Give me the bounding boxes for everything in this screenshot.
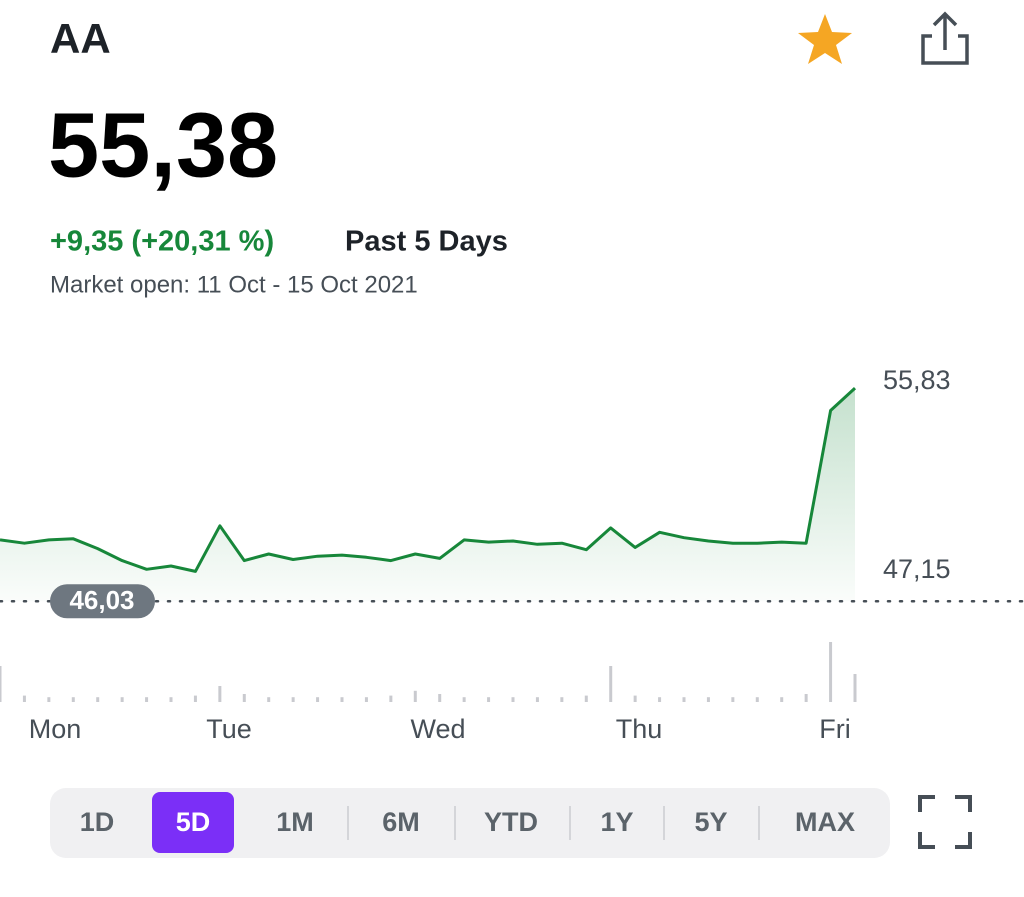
range-label: 1M: [276, 807, 314, 837]
volume-bar: [731, 697, 735, 702]
range-label: 1Y: [600, 807, 633, 837]
share-button[interactable]: [921, 11, 969, 65]
volume-bar: [291, 697, 295, 702]
volume-bar: [47, 697, 51, 702]
volume-bar: [560, 697, 564, 702]
volume-bar: [584, 695, 588, 702]
volume-bar: [316, 697, 320, 702]
volume-bar: [242, 694, 246, 702]
x-tick-label: Fri: [819, 714, 850, 744]
area: [0, 388, 855, 602]
x-tick-label: Mon: [29, 714, 82, 744]
range-label: 6M: [382, 807, 420, 837]
star-icon: [798, 14, 852, 64]
volume-bar: [193, 695, 197, 702]
volume-bar: [364, 697, 368, 702]
y-tick-label: 47,15: [883, 554, 951, 584]
volume-bar: [169, 697, 173, 702]
fullscreen-icon: [918, 795, 972, 849]
volume-bar: [780, 697, 784, 702]
volume-bar: [0, 666, 2, 702]
volume-bar: [535, 697, 539, 702]
range-button[interactable]: 5Y: [694, 807, 727, 837]
range-buttons: 1D 5D 1M 6M YTD 1Y 5Y MAX: [80, 792, 855, 853]
fullscreen-button[interactable]: [918, 795, 972, 849]
volume-bar: [755, 697, 759, 702]
range-button[interactable]: 5D: [152, 792, 234, 853]
volume-bar: [706, 697, 710, 702]
period: Past 5 Days: [345, 226, 508, 258]
price: 55,38: [48, 94, 278, 196]
range-label: MAX: [795, 807, 855, 837]
y-tick-label: 55,83: [883, 365, 951, 395]
volume-bar: [658, 697, 662, 702]
range-button[interactable]: YTD: [484, 807, 538, 837]
range-label: 1D: [80, 807, 115, 837]
plot: 55,83 47,15 46,03 Mon Tue Wed Thu Fri: [0, 365, 1024, 744]
range-selected: [152, 792, 234, 853]
volume-bar: [609, 666, 613, 702]
ticker: AA: [50, 15, 111, 62]
prev-close-label: 46,03: [69, 585, 134, 615]
range-label: YTD: [484, 807, 538, 837]
share-box: [921, 34, 969, 65]
range-label: 5D: [176, 807, 211, 837]
prev-close-pill: [50, 584, 155, 619]
volume-bar: [145, 697, 149, 702]
volume-bar: [438, 694, 442, 702]
volume-bar: [462, 697, 466, 702]
volume-bar: [218, 686, 222, 702]
volume-bar: [804, 694, 808, 702]
volume-bar: [340, 697, 344, 702]
favorite-button[interactable]: [798, 14, 852, 64]
range-button[interactable]: 6M: [382, 807, 420, 837]
market-status: Market open: 11 Oct - 15 Oct 2021: [50, 271, 418, 298]
volume-bar: [853, 674, 857, 702]
range-button[interactable]: MAX: [795, 807, 855, 837]
range-bar: [50, 788, 890, 858]
x-tick-label: Tue: [206, 714, 252, 744]
range-button[interactable]: 1Y: [600, 807, 633, 837]
x-tick-label: Wed: [410, 714, 465, 744]
volume-bar: [829, 642, 833, 702]
volume-bar: [267, 697, 271, 702]
volume-bar: [120, 697, 124, 702]
volume-bar: [413, 690, 417, 702]
volume-bar: [96, 697, 100, 702]
range-button[interactable]: 1M: [276, 807, 314, 837]
range-label: 5Y: [694, 807, 727, 837]
volume-bar: [71, 697, 75, 702]
volume-bar: [682, 697, 686, 702]
change: +9,35 (+20,31 %): [50, 226, 274, 258]
price-line: [0, 386, 857, 573]
share-arrow: [932, 11, 958, 50]
x-tick-label: Thu: [616, 714, 663, 744]
volume-bar: [22, 695, 26, 702]
volume-bar: [511, 697, 515, 702]
volume-bar: [487, 697, 491, 702]
range-button[interactable]: 1D: [80, 807, 115, 837]
volume-bar: [389, 695, 393, 702]
volume-bar: [633, 695, 637, 702]
